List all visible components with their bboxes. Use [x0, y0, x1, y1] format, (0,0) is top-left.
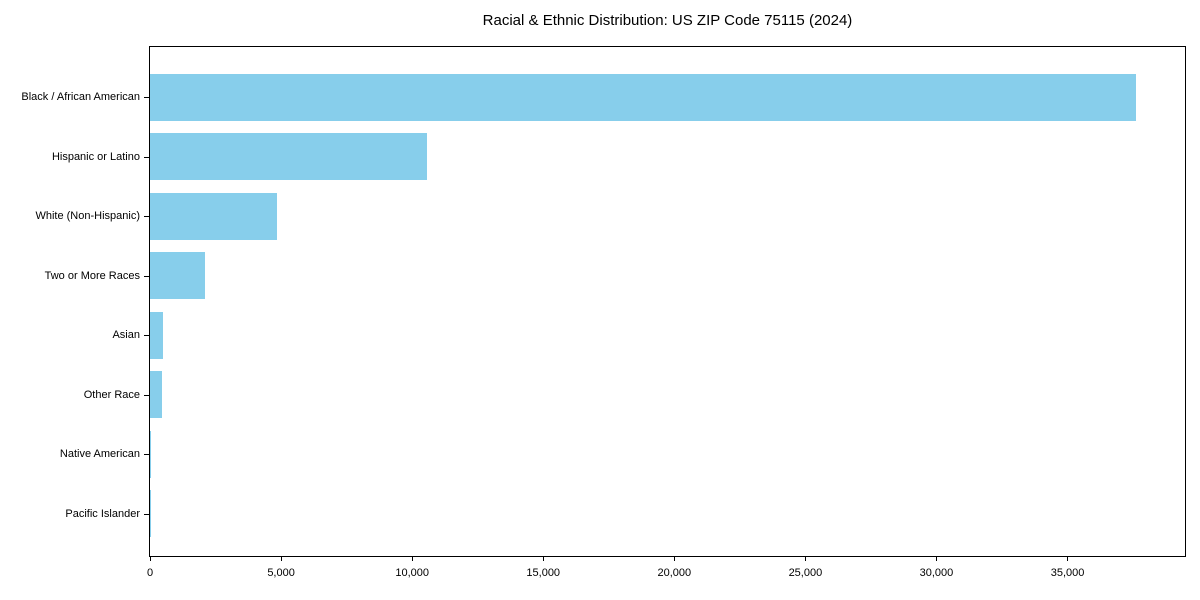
y-tick-label: Asian — [112, 329, 140, 342]
x-tick-label: 0 — [146, 567, 154, 579]
y-tick-label: White (Non-Hispanic) — [35, 210, 140, 223]
x-tick-mark — [673, 557, 675, 561]
plot-area — [149, 46, 1186, 557]
bar — [150, 371, 162, 419]
y-tick-label: Black / African American — [21, 91, 140, 103]
bar — [150, 311, 164, 359]
x-tick-mark — [542, 557, 544, 561]
x-tick-mark — [411, 557, 413, 561]
y-tick-label: Hispanic or Latino — [51, 150, 140, 163]
y-tick-mark — [144, 97, 149, 98]
x-tick-label: 20,000 — [657, 567, 692, 579]
y-tick-mark — [144, 156, 149, 158]
x-tick-label: 10,000 — [395, 567, 429, 579]
y-tick-label: Native American — [59, 448, 140, 461]
bar — [150, 73, 1136, 121]
y-tick-mark — [144, 454, 149, 456]
y-tick-mark — [144, 216, 149, 218]
y-tick-mark — [144, 275, 149, 277]
x-tick-mark — [935, 557, 937, 561]
x-tick-mark — [804, 557, 806, 561]
x-tick-label: 35,000 — [1050, 567, 1085, 579]
y-tick-mark — [144, 394, 149, 396]
bar — [150, 430, 151, 478]
x-tick-label: 25,000 — [788, 567, 823, 579]
x-tick-mark — [149, 557, 151, 561]
bar — [150, 252, 205, 300]
y-tick-mark — [144, 513, 149, 515]
chart-title: Racial & Ethnic Distribution: US ZIP Cod… — [482, 12, 853, 29]
y-tick-label: Pacific Islander — [65, 507, 140, 520]
y-tick-mark — [144, 335, 149, 337]
x-tick-label: 5,000 — [267, 567, 295, 579]
x-tick-mark — [280, 557, 282, 561]
x-tick-label: 30,000 — [919, 567, 954, 579]
bar — [150, 133, 428, 181]
y-tick-label: Two or More Races — [44, 269, 140, 282]
x-tick-label: 15,000 — [526, 567, 561, 579]
bar — [150, 192, 278, 240]
x-tick-mark — [1067, 557, 1069, 561]
y-tick-label: Other Race — [83, 388, 140, 401]
